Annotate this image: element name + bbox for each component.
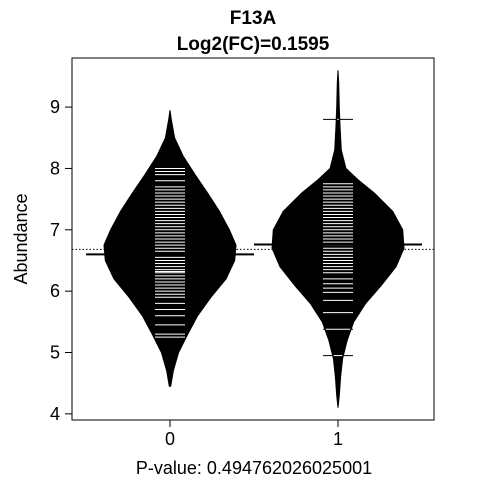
y-tick-label: 6 [50, 281, 60, 301]
chart-title: F13A [230, 8, 277, 29]
y-tick-label: 7 [50, 220, 60, 240]
x-tick-label: 1 [333, 429, 343, 449]
plot-frame [71, 57, 435, 421]
x-axis-label: P-value: 0.494762026025001 [136, 458, 372, 478]
y-axis-label: Abundance [11, 193, 31, 284]
beans-layer [103, 70, 405, 408]
y-tick-label: 4 [50, 404, 60, 424]
overlays-layer [72, 118, 434, 357]
y-axis: 4 5 6 7 8 9 [50, 97, 72, 424]
chart-subtitle: Log2(FC)=0.1595 [177, 34, 330, 55]
x-tick-label: 0 [165, 429, 175, 449]
y-tick-label: 9 [50, 97, 60, 117]
y-tick-label: 5 [50, 343, 60, 363]
y-tick-label: 8 [50, 158, 60, 178]
